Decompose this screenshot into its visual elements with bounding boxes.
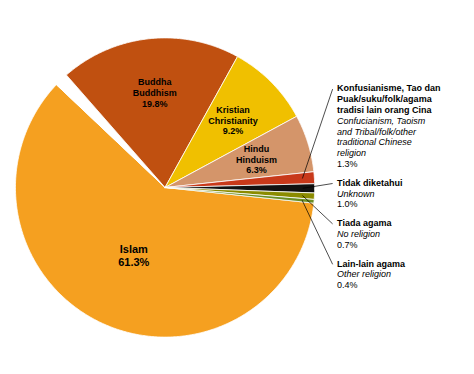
- svg-text:Tiada agama: Tiada agama: [337, 218, 392, 228]
- svg-text:Tidak diketahui: Tidak diketahui: [337, 178, 402, 188]
- svg-text:0.7%: 0.7%: [337, 240, 358, 250]
- svg-text:Lain-lain agama: Lain-lain agama: [337, 259, 406, 269]
- svg-text:Other religion: Other religion: [337, 269, 391, 279]
- svg-text:1.3%: 1.3%: [337, 159, 358, 169]
- svg-text:No religion: No religion: [337, 229, 380, 239]
- svg-text:1.0%: 1.0%: [337, 199, 358, 209]
- svg-text:HinduHinduism6.3%: HinduHinduism6.3%: [236, 144, 277, 176]
- svg-text:Unknown: Unknown: [337, 189, 375, 199]
- svg-text:Konfusianisme, Tao danPuak/suk: Konfusianisme, Tao danPuak/suku/folk/aga…: [337, 83, 440, 115]
- svg-text:Confucianism, Taoismand Tribal: Confucianism, Taoismand Tribal/folk/othe…: [337, 116, 426, 158]
- svg-text:Islam61.3%: Islam61.3%: [118, 243, 149, 268]
- svg-text:0.4%: 0.4%: [337, 280, 358, 290]
- svg-text:BuddhaBuddhism19.8%: BuddhaBuddhism19.8%: [133, 77, 177, 109]
- svg-text:KristianChristianity9.2%: KristianChristianity9.2%: [208, 105, 258, 137]
